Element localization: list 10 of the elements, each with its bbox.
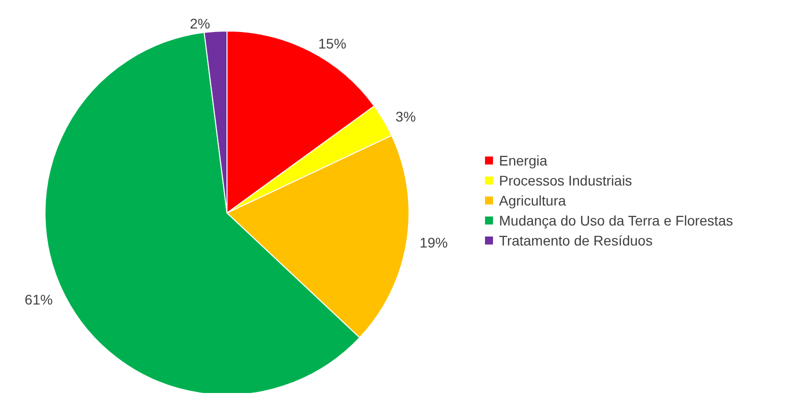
data-label: 61%: [24, 291, 53, 308]
data-label: 15%: [318, 36, 346, 52]
data-label: 2%: [190, 15, 210, 32]
legend-label: Mudança do Uso da Terra e Florestas: [499, 212, 733, 228]
legend-label: Processos Industriais: [499, 172, 632, 188]
data-label: 19%: [420, 234, 448, 251]
legend-label: Energia: [499, 152, 548, 168]
legend-label: Tratamento de Resíduos: [499, 232, 653, 248]
legend-label: Agricultura: [499, 192, 566, 208]
data-label: 3%: [396, 108, 416, 124]
